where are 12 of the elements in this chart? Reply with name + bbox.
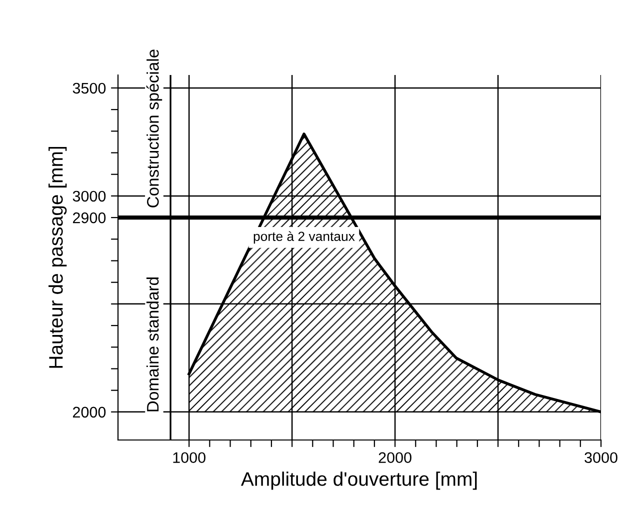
x-axis-title: Amplitude d'ouverture [mm]: [240, 472, 477, 490]
x-tick-label: 3000: [584, 452, 618, 464]
y-tick-label: 2900: [72, 212, 106, 224]
annotation: Construction spéciale: [146, 50, 162, 208]
y-tick-label: 3500: [72, 82, 106, 94]
y-axis-title: Hauteur de passage [mm]: [48, 147, 67, 368]
x-tick-label: 2000: [378, 452, 412, 464]
annotation: porte à 2 vantaux: [254, 231, 355, 244]
x-tick-label: 1000: [173, 452, 206, 464]
y-tick-label: 3000: [72, 190, 106, 202]
annotation: Domaine standard: [146, 278, 159, 412]
y-tick-label: 2000: [72, 406, 106, 418]
